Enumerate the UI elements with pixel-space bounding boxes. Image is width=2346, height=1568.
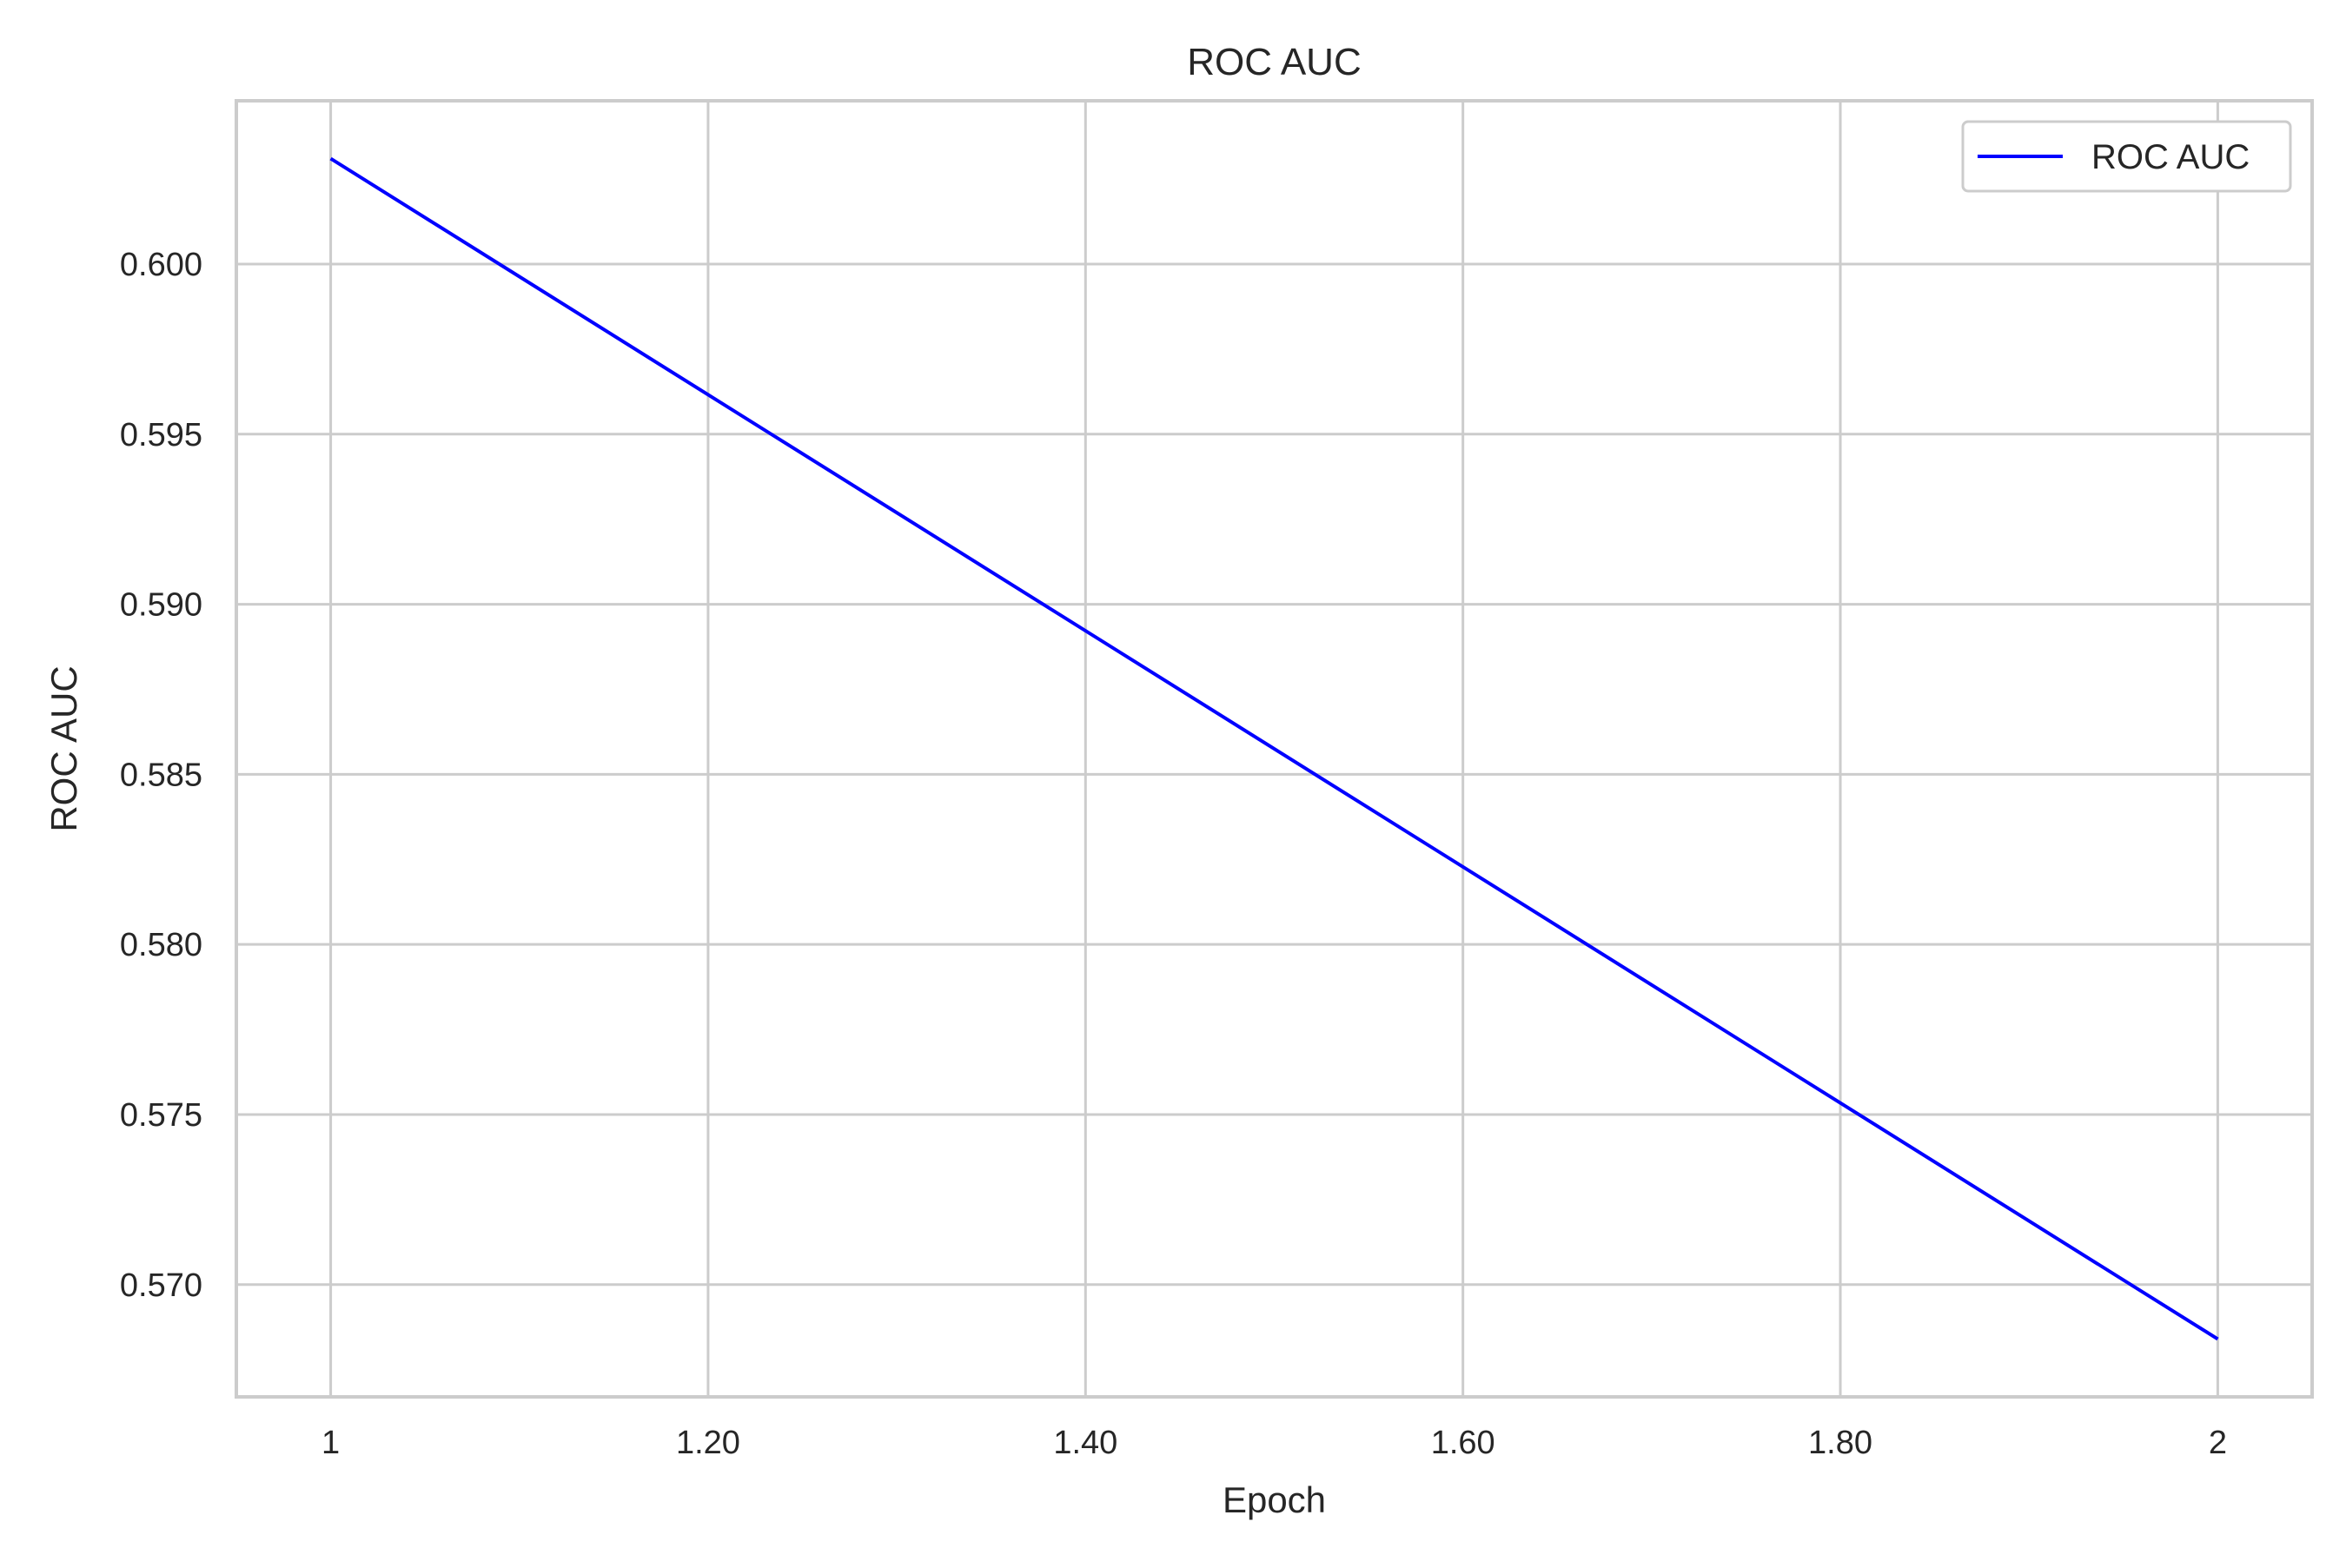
y-tick-label: 0.595 <box>120 417 202 453</box>
x-tick-label: 1.40 <box>1053 1425 1117 1461</box>
gridlines <box>236 101 2312 1397</box>
x-tick-label: 1.60 <box>1431 1425 1495 1461</box>
x-tick-label: 1 <box>321 1425 340 1461</box>
y-tick-label: 0.585 <box>120 757 202 793</box>
x-tick-label: 1.80 <box>1808 1425 1872 1461</box>
y-tick-label: 0.600 <box>120 247 202 283</box>
series-line-roc-auc <box>329 156 2219 1341</box>
x-tick-label: 2 <box>2209 1425 2227 1461</box>
y-tick-label: 0.575 <box>120 1097 202 1134</box>
y-axis-label: ROC AUC <box>43 665 84 831</box>
x-tick-label: 1.20 <box>676 1425 740 1461</box>
y-tick-label: 0.590 <box>120 587 202 624</box>
series-layer <box>329 156 2219 1341</box>
chart-title: ROC AUC <box>1187 41 1361 83</box>
x-axis-label: Epoch <box>1223 1479 1326 1520</box>
legend: ROC AUC <box>1961 120 2292 193</box>
legend-label-roc-auc: ROC AUC <box>2091 138 2250 176</box>
legend-box <box>1961 120 2292 193</box>
y-tick-label: 0.580 <box>120 927 202 963</box>
tick-labels: 1 1.20 1.40 1.60 1.80 2 0.570 0.575 0.580 0.585 0.… <box>120 247 2227 1461</box>
plot-area-frame <box>235 99 2314 1399</box>
y-tick-label: 0.570 <box>120 1267 202 1304</box>
